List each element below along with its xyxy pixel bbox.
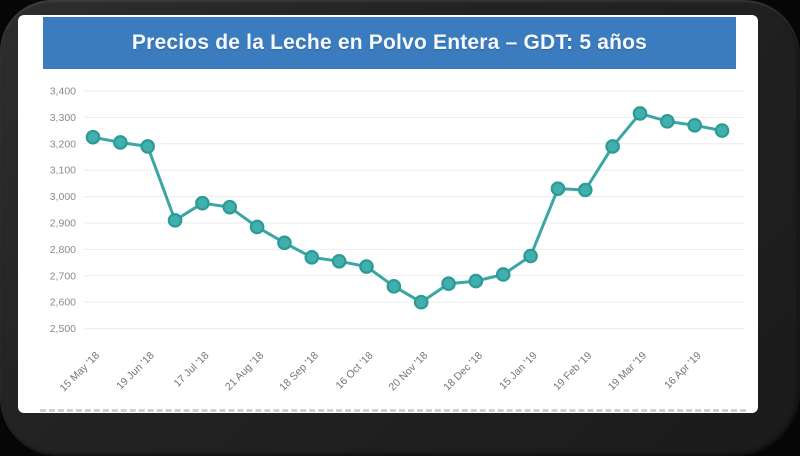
x-axis-tick-label: 15 May '18 <box>58 350 103 395</box>
data-point-18 <box>550 181 566 196</box>
x-axis-tick-label: 19 Mar '19 <box>606 350 649 393</box>
x-axis-tick-label: 18 Dec '18 <box>441 350 485 394</box>
x-axis-tick-label: 15 Jan '19 <box>497 350 540 393</box>
y-axis-tick-label: 2,900 <box>50 218 76 230</box>
y-axis-tick-label: 3,400 <box>50 86 76 98</box>
y-axis-tick-label: 3,300 <box>50 112 76 124</box>
data-point-3 <box>140 139 155 154</box>
x-axis-tick-label: 16 Apr '19 <box>662 350 704 392</box>
title-banner: Precios de la Leche en Polvo Entera – GD… <box>43 17 736 69</box>
data-point-21 <box>632 106 648 121</box>
data-point-6 <box>222 199 238 215</box>
y-axis-tick-label: 2,700 <box>50 270 76 282</box>
y-axis-tick-label: 3,200 <box>50 138 76 150</box>
x-axis-tick-label: 19 Feb '19 <box>551 350 594 393</box>
price-line <box>91 111 724 304</box>
x-axis-tick-label: 20 Nov '18 <box>387 350 431 394</box>
data-point-20 <box>605 139 620 154</box>
x-axis-tick-label: 16 Oct '18 <box>334 350 376 392</box>
data-point-7 <box>249 219 265 235</box>
data-point-17 <box>523 248 538 264</box>
y-axis-tick-label: 2,500 <box>50 323 76 335</box>
y-axis-tick-label: 2,600 <box>50 297 76 309</box>
data-point-2 <box>113 135 128 150</box>
data-point-23 <box>687 118 702 133</box>
chart-title: Precios de la Leche en Polvo Entera – GD… <box>131 31 648 54</box>
data-point-10 <box>331 253 347 269</box>
x-axis-tick-label: 17 Jul '18 <box>171 350 211 390</box>
data-point-24 <box>714 123 730 138</box>
y-axis-tick-label: 2,800 <box>50 244 76 256</box>
content-card: Precios de la Leche en Polvo Entera – GD… <box>18 15 758 413</box>
data-point-22 <box>660 114 675 129</box>
y-axis-tick-label: 3,100 <box>50 165 76 177</box>
data-point-5 <box>195 195 210 211</box>
data-point-15 <box>468 273 484 289</box>
x-axis-tick-label: 21 Aug '18 <box>223 350 266 393</box>
milk-powder-price-line-chart: 3,400 3,300 3,200 3,100 3,000 2,900 2,800 2,700… <box>50 86 745 395</box>
x-axis-tick-label: 19 Jun '18 <box>114 350 157 393</box>
data-point-14 <box>441 276 456 292</box>
bottom-dashed-divider <box>40 409 746 412</box>
data-point-13 <box>413 294 429 310</box>
data-point-8 <box>277 235 292 251</box>
data-point-16 <box>495 267 511 282</box>
data-point-4 <box>167 213 183 228</box>
data-point-12 <box>386 279 402 294</box>
data-point-11 <box>359 259 374 274</box>
data-point-19 <box>577 182 593 198</box>
y-axis-tick-label: 3,000 <box>50 191 76 203</box>
data-point-1 <box>85 129 101 145</box>
x-axis-tick-label: 18 Sep '18 <box>277 350 321 394</box>
data-point-9 <box>304 250 320 265</box>
